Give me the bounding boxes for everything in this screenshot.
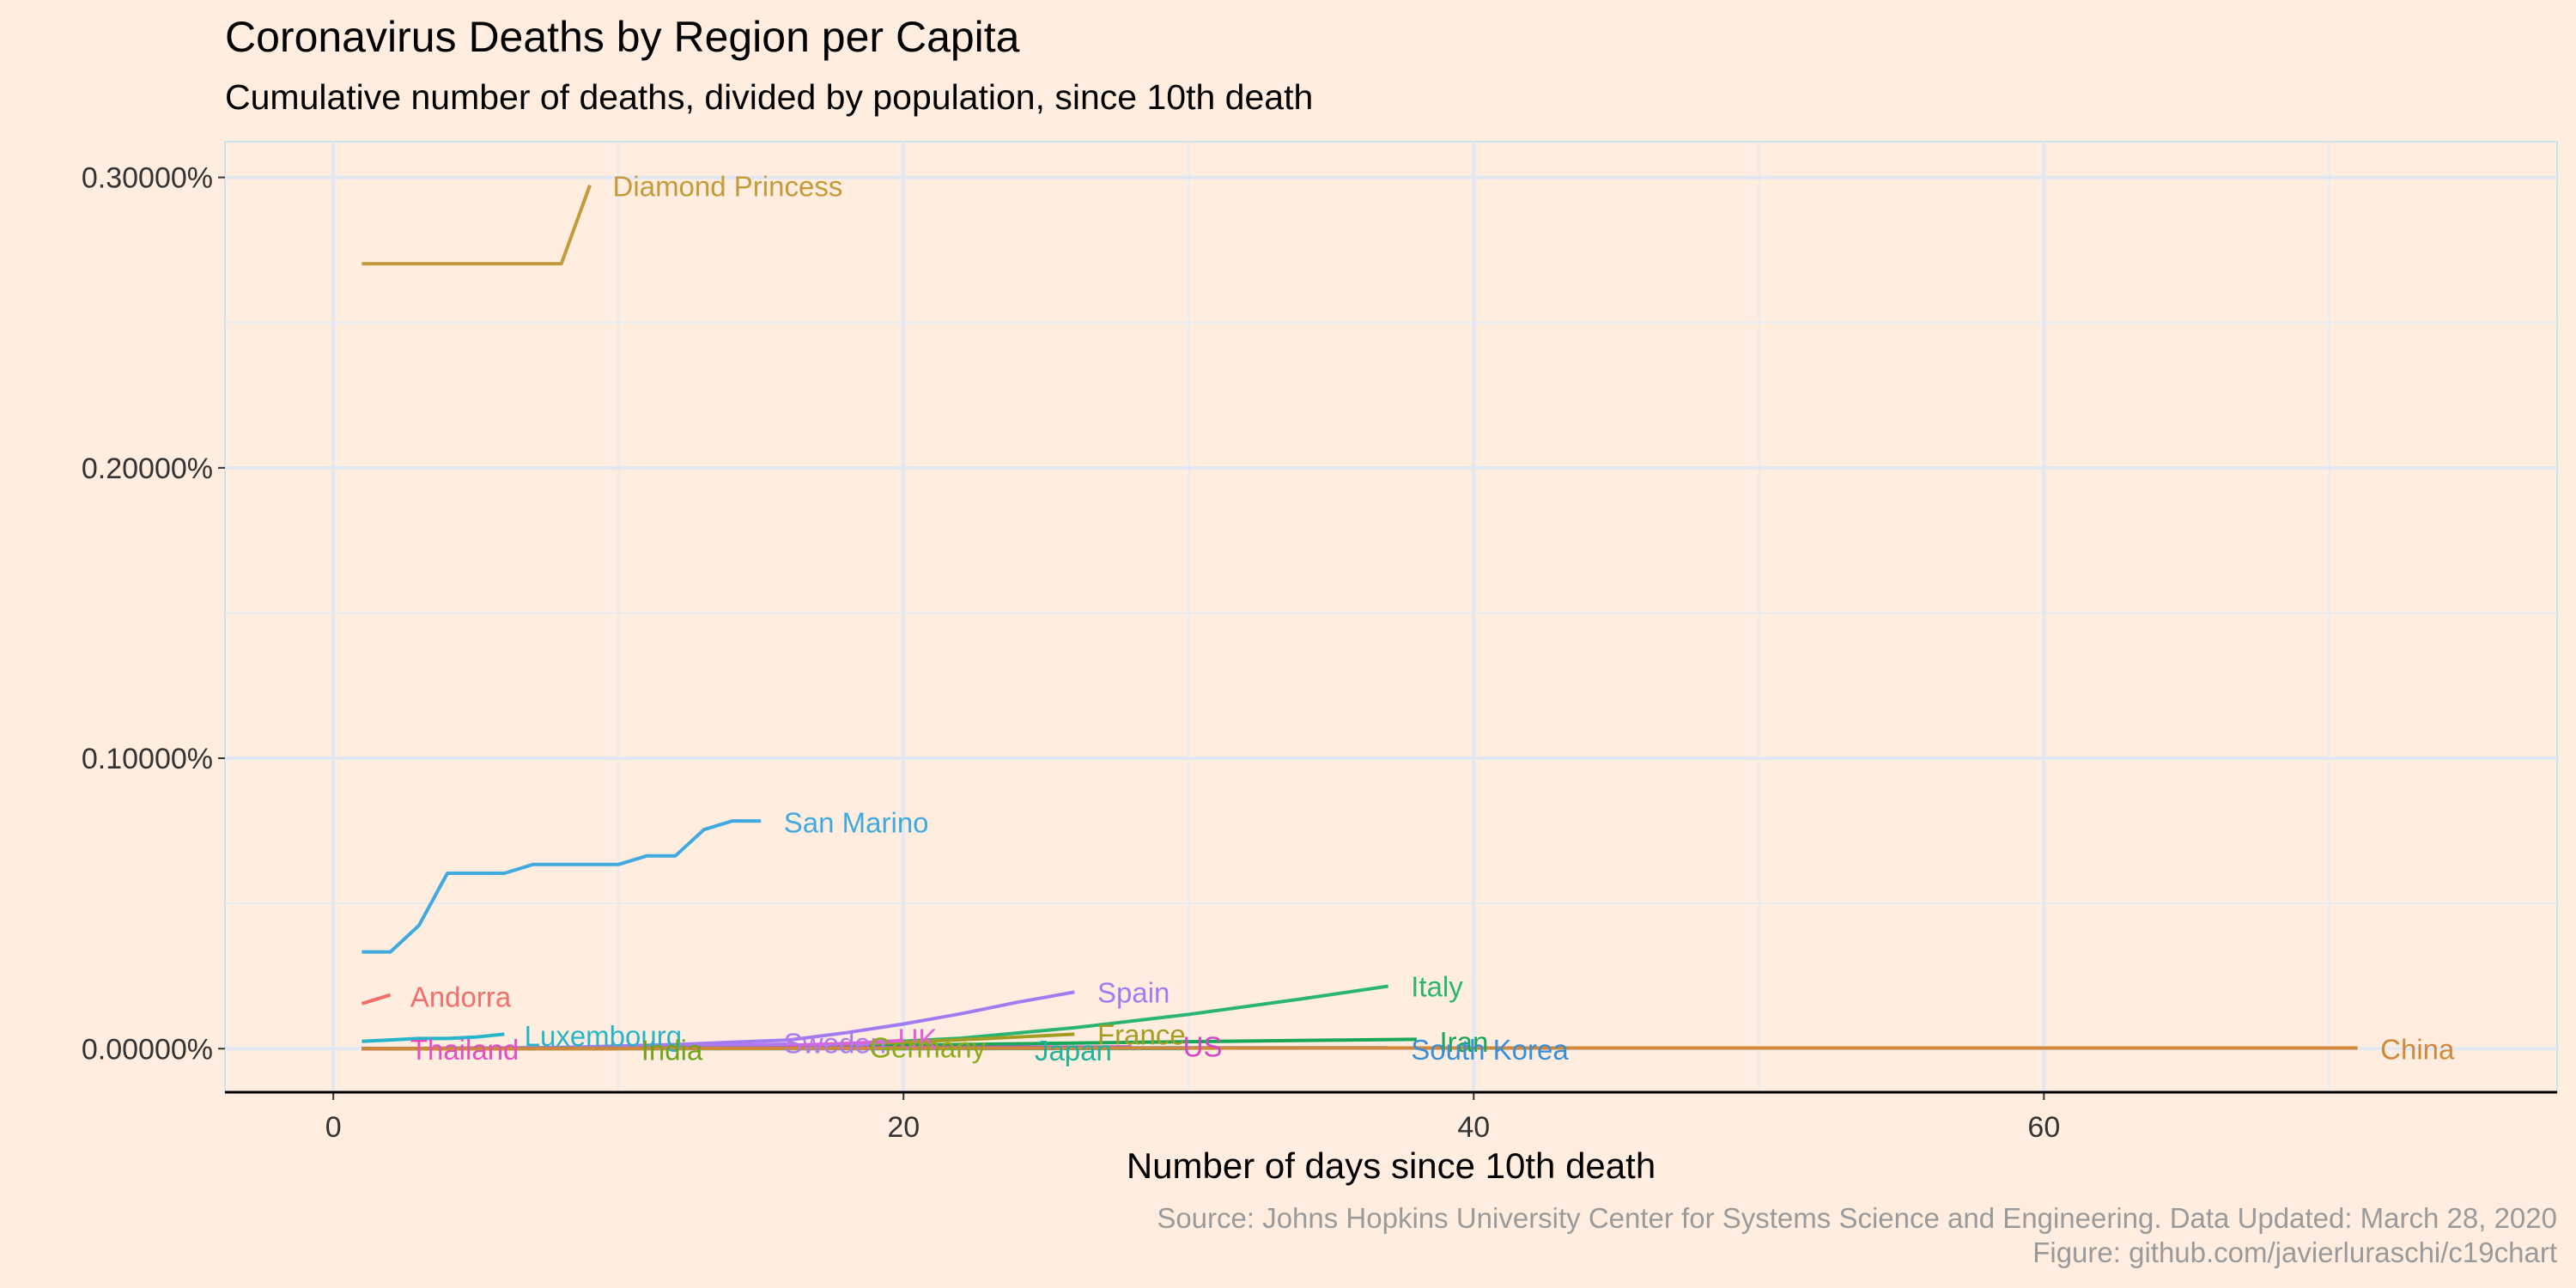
series-label-germany: Germany bbox=[869, 1032, 986, 1064]
series-label-france: France bbox=[1097, 1018, 1186, 1050]
y-tick-label: 0.00000% bbox=[82, 1033, 213, 1066]
series-label-china: China bbox=[2380, 1033, 2455, 1065]
series-line-luxembourg bbox=[361, 1032, 505, 1043]
series-line-china bbox=[361, 1046, 2358, 1051]
chart-subtitle: Cumulative number of deaths, divided by … bbox=[225, 77, 1313, 117]
series-line-diamond-princess bbox=[361, 185, 592, 266]
series-label-diamond-princess: Diamond Princess bbox=[613, 171, 843, 203]
series-label-iran: Iran bbox=[1439, 1026, 1488, 1058]
series-label-sweden: Sweden bbox=[784, 1028, 886, 1060]
series-label-san-marino: San Marino bbox=[784, 806, 929, 838]
y-tick-label: 0.20000% bbox=[82, 453, 213, 485]
series-label-south-korea: South Korea bbox=[1411, 1034, 1569, 1066]
x-tick-label: 20 bbox=[887, 1111, 920, 1144]
caption-source: Source: Johns Hopkins University Center … bbox=[1157, 1202, 2557, 1234]
series-label-italy: Italy bbox=[1411, 971, 1463, 1003]
series-label-japan: Japan bbox=[1035, 1035, 1112, 1066]
x-tick-label: 60 bbox=[2027, 1111, 2060, 1144]
y-tick-label: 0.30000% bbox=[82, 162, 213, 195]
series-label-india: India bbox=[641, 1034, 703, 1066]
x-axis-title: Number of days since 10th death bbox=[1127, 1145, 1656, 1186]
series-label-spain: Spain bbox=[1097, 976, 1170, 1008]
series-label-andorra: Andorra bbox=[410, 981, 512, 1012]
caption-figure: Figure: github.com/javierluraschi/c19cha… bbox=[2032, 1236, 2557, 1268]
series-label-us: US bbox=[1183, 1031, 1223, 1063]
chart-title: Coronavirus Deaths by Region per Capita bbox=[225, 13, 1020, 61]
plot-panel-border bbox=[224, 141, 2558, 1093]
series-label-luxembourg: Luxembourg bbox=[525, 1020, 682, 1052]
y-tick-label: 0.10000% bbox=[82, 743, 213, 775]
series-label-thailand: Thailand bbox=[410, 1034, 519, 1066]
x-tick-label: 0 bbox=[325, 1111, 342, 1144]
series-line-andorra bbox=[361, 993, 392, 1005]
x-tick-label: 40 bbox=[1457, 1111, 1490, 1144]
series-label-uk: UK bbox=[898, 1023, 938, 1054]
plot-area: 0.00000% 0.10000% 0.20000% 0.30000% 0 20 40 60 D… bbox=[82, 141, 2558, 1144]
series-line-san-marino bbox=[361, 819, 762, 954]
